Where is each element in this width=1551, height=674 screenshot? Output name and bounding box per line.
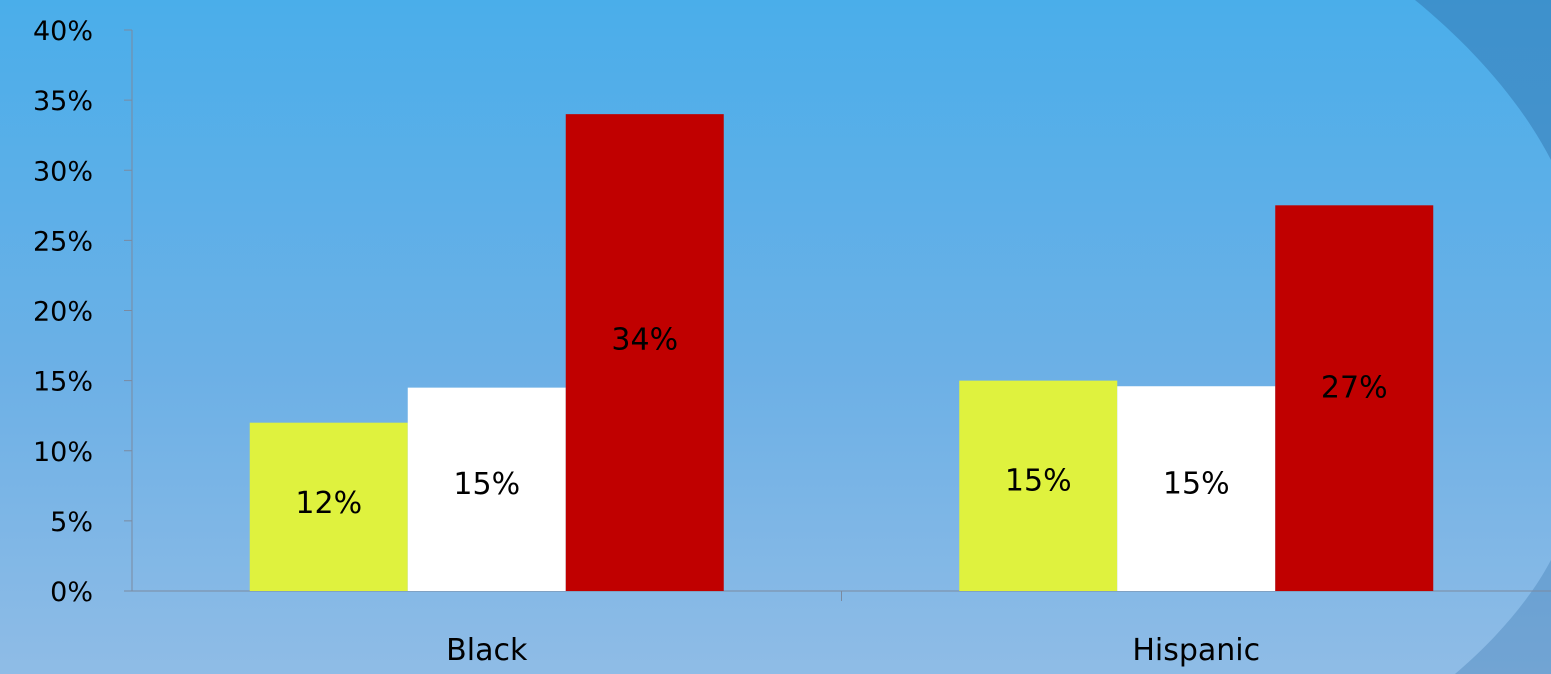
y-tick-label: 40%	[33, 16, 93, 47]
y-tick-label: 35%	[33, 86, 93, 117]
axes: 0% 5% 10% 15% 20% 25% 30% 35% 40% Black Hispanic	[33, 16, 1551, 668]
x-category-label: Black	[446, 633, 528, 668]
bar	[407, 387, 566, 591]
bar	[1275, 205, 1434, 591]
y-tick-label: 15%	[33, 367, 93, 398]
data-label: 27%	[1321, 371, 1388, 406]
data-label: 15%	[453, 467, 520, 502]
y-tick-label: 5%	[50, 507, 93, 538]
data-labels: 12% 15% 34% 15% 15% 27%	[295, 322, 1387, 521]
data-label: 15%	[1005, 464, 1072, 499]
background-swoosh	[1415, 0, 1551, 160]
bar	[565, 114, 724, 592]
y-tick-label: 20%	[33, 297, 93, 328]
data-label: 12%	[295, 486, 362, 521]
bar	[249, 422, 408, 591]
bar	[1117, 386, 1276, 591]
background-swoosh-bottom	[1455, 560, 1551, 674]
bars	[249, 114, 1434, 592]
y-tick-label: 25%	[33, 226, 93, 257]
data-label: 15%	[1163, 466, 1230, 501]
y-tick-label: 10%	[33, 437, 93, 468]
x-category-label: Hispanic	[1132, 633, 1260, 668]
bar	[959, 380, 1118, 591]
y-tick-label: 0%	[50, 577, 93, 608]
data-label: 34%	[611, 322, 678, 357]
y-tick-label: 30%	[33, 156, 93, 187]
